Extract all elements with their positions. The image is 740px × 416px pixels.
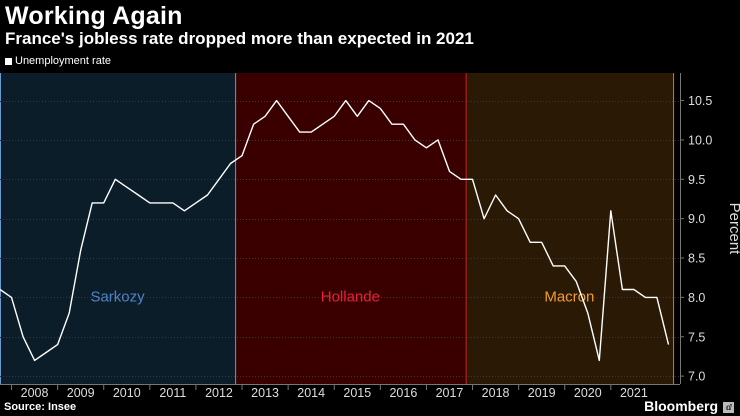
y-tick-label: 10.0 <box>688 133 712 147</box>
y-tick-label: 7.5 <box>688 330 705 344</box>
x-tick-label: 2014 <box>297 386 325 400</box>
series-line-unemployment-rate <box>0 99 670 362</box>
chart-title: Working Again <box>5 2 183 30</box>
x-tick-label: 2016 <box>389 386 417 400</box>
period-label-sarkozy: Sarkozy <box>90 288 145 305</box>
period-band-hollande <box>235 73 466 384</box>
x-tick-label: 2015 <box>343 386 371 400</box>
x-tick-label: 2009 <box>67 386 95 400</box>
y-tick-label: 9.5 <box>688 173 705 187</box>
period-label-hollande: Hollande <box>321 288 380 305</box>
x-tick-label: 2021 <box>620 386 648 400</box>
x-tick-label: 2010 <box>113 386 141 400</box>
period-label-macron: Macron <box>544 288 594 305</box>
y-tick-label: 7.0 <box>688 370 705 384</box>
x-tick-label: 2017 <box>436 386 464 400</box>
period-band-macron <box>465 73 674 384</box>
y-tick-label: 8.0 <box>688 291 705 305</box>
y-tick-label: 10.5 <box>688 94 712 108</box>
brand-icon: ⅆ <box>723 402 734 413</box>
brand-logo: Bloomberg <box>644 398 718 414</box>
x-tick-label: 2019 <box>528 386 556 400</box>
legend: Unemployment rate <box>5 55 111 67</box>
chart-subtitle: France's jobless rate dropped more than … <box>5 29 474 48</box>
legend-label: Unemployment rate <box>15 55 111 67</box>
legend-swatch <box>5 57 12 65</box>
x-tick-label: 2018 <box>482 386 510 400</box>
x-tick-label: 2020 <box>574 386 602 400</box>
x-tick-label: 2008 <box>21 386 49 400</box>
x-tick-label: 2012 <box>205 386 233 400</box>
y-axis-title: Percent <box>726 203 740 256</box>
y-tick-label: 9.0 <box>688 212 705 226</box>
source-note: Source: Insee <box>4 401 77 413</box>
x-tick-label: 2013 <box>251 386 279 400</box>
x-tick-label: 2011 <box>159 386 186 400</box>
y-tick-label: 8.5 <box>688 252 705 266</box>
period-band-sarkozy <box>0 73 236 384</box>
